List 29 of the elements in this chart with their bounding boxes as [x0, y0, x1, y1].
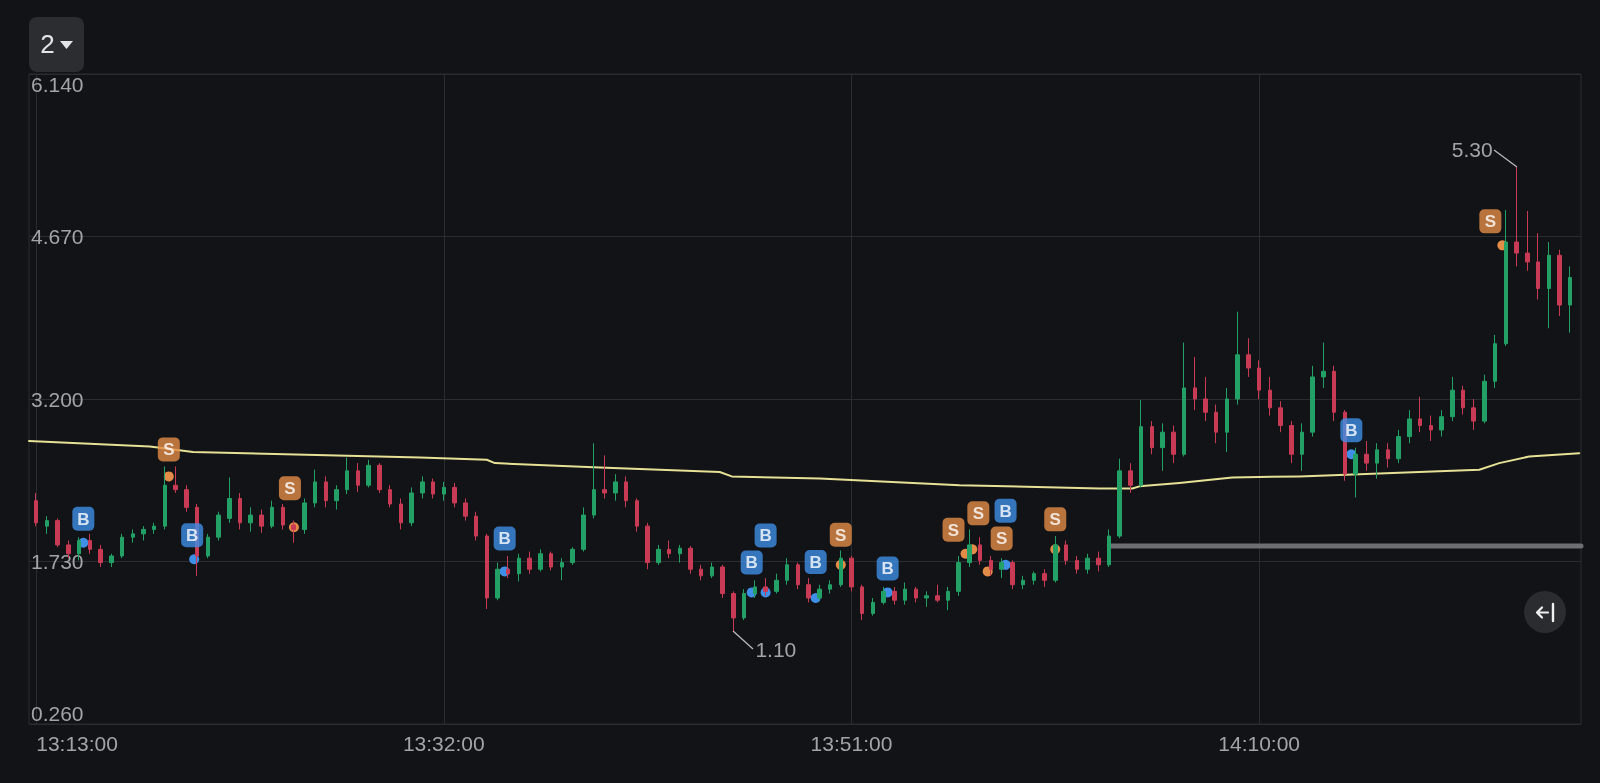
data-label: S	[1049, 510, 1061, 530]
data-label: B	[999, 501, 1012, 521]
data-label: B	[759, 526, 772, 546]
data-label: S	[972, 504, 985, 524]
x-tick-label: 13:32:00	[402, 732, 485, 755]
dropdown-button: 2	[29, 17, 84, 72]
y-tick-label: 3.200	[31, 387, 84, 411]
data-label: B	[498, 529, 511, 549]
data-label: B	[881, 559, 894, 579]
data-label: B	[809, 552, 822, 572]
x-tick-label: 14:10:00	[1218, 732, 1301, 755]
data-label: S	[163, 440, 175, 460]
data-label: B	[77, 509, 90, 529]
y-tick-label: 1.730	[31, 550, 84, 573]
y-tick-label: 0.260	[31, 702, 84, 725]
x-tick-label: 13:13:00	[36, 732, 118, 755]
data-label: S	[835, 525, 847, 545]
data-label: B	[745, 553, 758, 573]
data-label: B	[186, 526, 199, 546]
y-tick-label: 4.670	[31, 225, 84, 248]
data-label: B	[1345, 421, 1358, 441]
data-label: S	[947, 520, 960, 540]
data-label: S	[284, 479, 296, 499]
data-label: S	[996, 529, 1008, 549]
y-tick-label: 6.140	[31, 73, 84, 96]
x-tick-label: 13:51:00	[810, 732, 893, 755]
annotation: 1.10	[755, 637, 797, 661]
data-label: S	[1484, 212, 1497, 232]
annotation: 5.30	[1451, 138, 1493, 162]
